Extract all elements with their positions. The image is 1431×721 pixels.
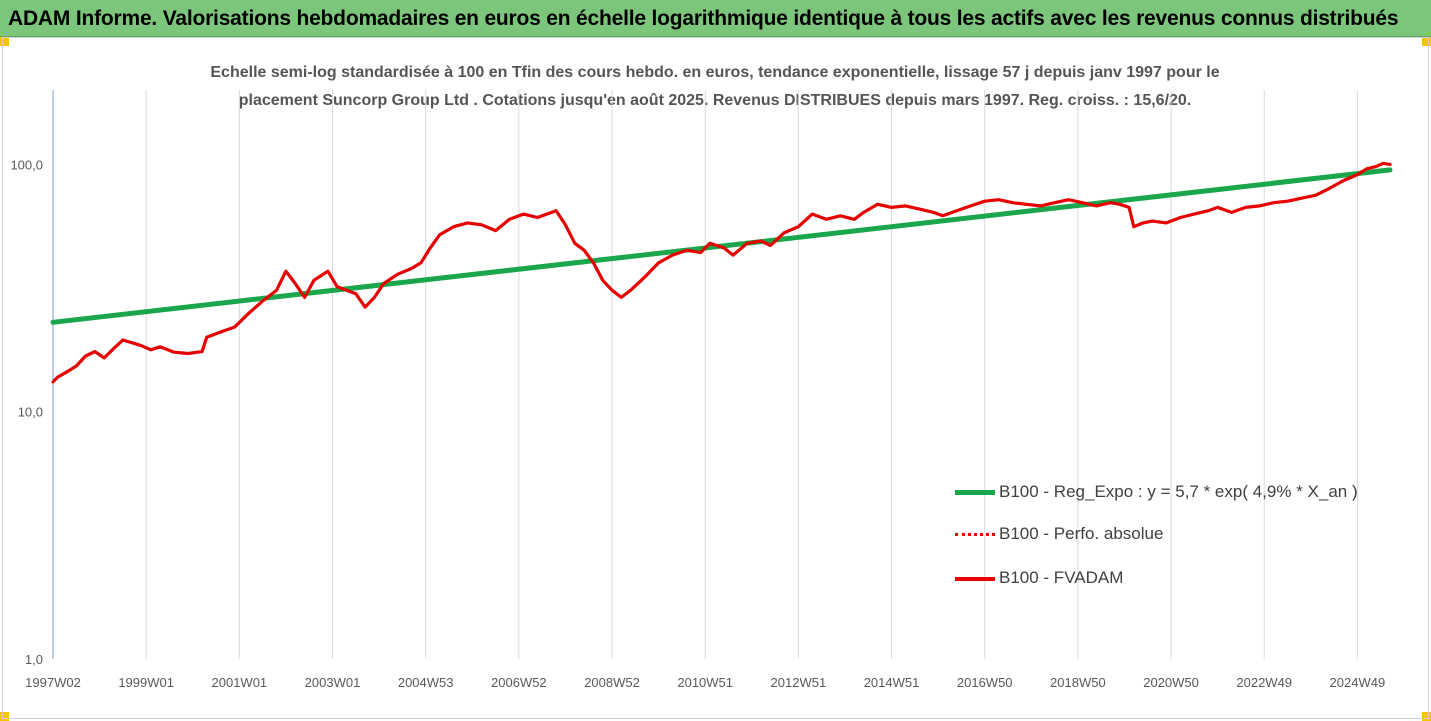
corner-marker-bottom-right	[1422, 712, 1431, 721]
x-tick-label: 2020W50	[1143, 675, 1199, 690]
y-tick-label: 1,0	[25, 652, 43, 667]
y-tick-label: 100,0	[10, 157, 43, 172]
x-tick-label: 2008W52	[584, 675, 640, 690]
x-tick-label: 2004W53	[398, 675, 454, 690]
corner-marker-bottom-left	[0, 712, 9, 721]
x-tick-label: 2012W51	[771, 675, 827, 690]
legend-label-fvadam: B100 - FVADAM	[999, 568, 1124, 587]
x-tick-label: 2014W51	[864, 675, 920, 690]
x-tick-label: 2022W49	[1236, 675, 1292, 690]
title-banner: ADAM Informe. Valorisations hebdomadaire…	[0, 0, 1431, 37]
legend-swatch-reg-expo	[955, 490, 995, 495]
legend-swatch-perfo-absolue	[955, 533, 995, 536]
x-tick-label: 2001W01	[212, 675, 268, 690]
corner-marker-top-right	[1422, 37, 1431, 46]
x-tick-label: 2010W51	[677, 675, 733, 690]
x-tick-label: 2006W52	[491, 675, 547, 690]
x-tick-label: 1997W02	[25, 675, 81, 690]
legend-label-reg-expo: B100 - Reg_Expo : y = 5,7 * exp( 4,9% * …	[999, 482, 1358, 501]
banner-title: ADAM Informe. Valorisations hebdomadaire…	[8, 7, 1399, 30]
corner-marker-top-left	[0, 37, 9, 46]
series-fvadam-line	[51, 161, 1392, 384]
chart-subtitle-line-1: Echelle semi-log standardisée à 100 en T…	[210, 64, 1220, 81]
chart-subtitle-line-2: placement Suncorp Group Ltd . Cotations …	[238, 92, 1192, 109]
x-tick-label: 2016W50	[957, 675, 1013, 690]
x-tick-label: 2024W49	[1330, 675, 1386, 690]
legend-swatch-fvadam	[955, 577, 995, 581]
legend-label-perfo-absolue: B100 - Perfo. absolue	[999, 524, 1164, 543]
chart-frame	[2, 37, 1429, 719]
x-tick-label: 2003W01	[305, 675, 361, 690]
y-tick-label: 10,0	[18, 405, 43, 420]
x-tick-label: 1999W01	[118, 675, 174, 690]
x-tick-label: 2018W50	[1050, 675, 1106, 690]
